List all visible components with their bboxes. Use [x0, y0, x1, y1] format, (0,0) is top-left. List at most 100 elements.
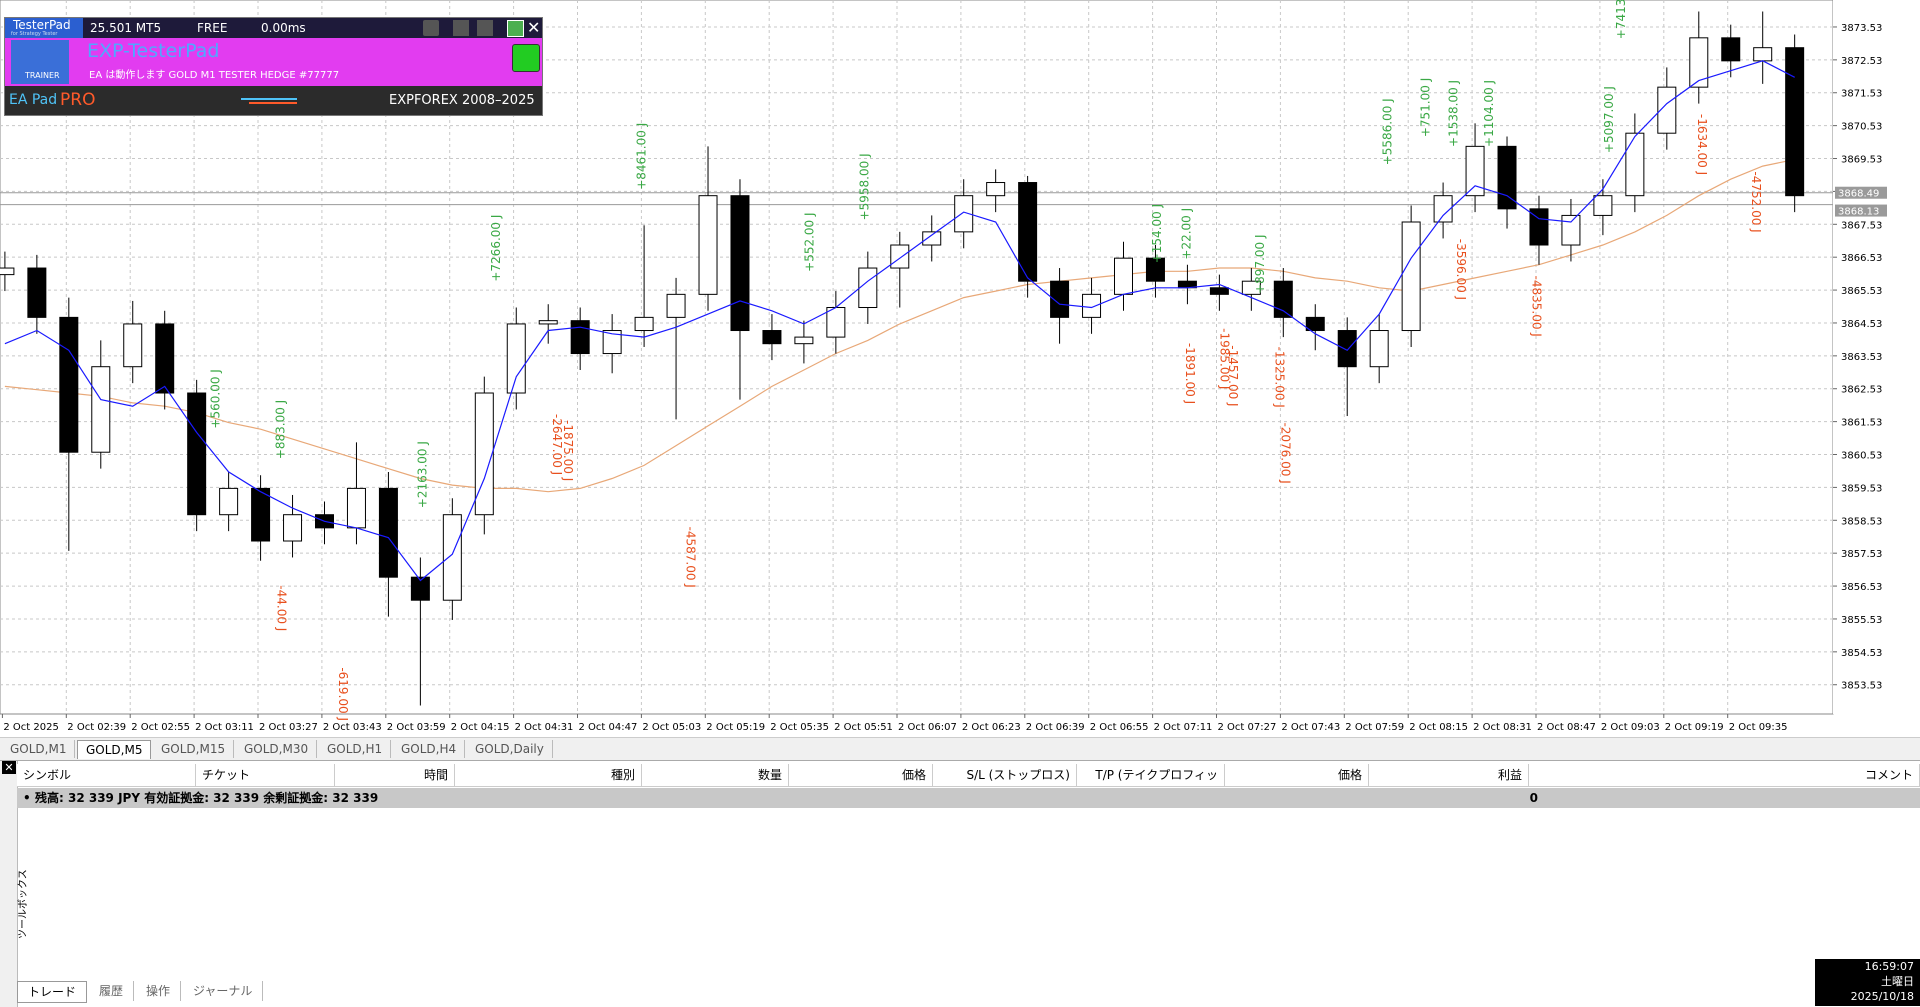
trade-label: -4752.00 J — [1749, 171, 1763, 232]
candle-body — [1082, 293, 1102, 318]
minimize-button[interactable] — [507, 20, 524, 37]
chart-tab[interactable]: GOLD,M5 — [77, 740, 152, 759]
x-tick-label: 2 Oct 05:03 — [642, 722, 701, 733]
trade-label: +883.00 J — [273, 400, 287, 459]
candle-body — [219, 487, 239, 516]
chart-tab[interactable]: GOLD,H1 — [319, 740, 392, 758]
balance: 残高: 32 339 JPY 有効証拠金: 32 339 余剰証拠金: 32 3… — [35, 791, 379, 805]
x-tick-label: 2 Oct 07:59 — [1345, 722, 1404, 733]
price-axis — [1833, 0, 1920, 714]
trade-label: -2076.00 J — [1279, 422, 1293, 483]
candle-body — [442, 514, 462, 601]
close-button[interactable]: ✕ — [527, 18, 541, 37]
chart-tab[interactable]: GOLD,H4 — [393, 740, 466, 758]
candle-body — [1529, 208, 1549, 246]
logo-icon — [11, 40, 69, 84]
candle-body — [1050, 280, 1070, 318]
candle-body — [1369, 330, 1389, 368]
candle-body — [123, 323, 143, 368]
tester-pad: TesterPad for Strategy Tester 25.501 MT5… — [4, 17, 543, 116]
toolbox-tab[interactable]: ジャーナル — [183, 981, 264, 1001]
trade-label: -1891.00 J — [1183, 343, 1197, 404]
help-button[interactable] — [453, 20, 469, 36]
candle-body — [602, 330, 622, 355]
x-tick-label: 2 Oct 08:47 — [1537, 722, 1596, 733]
y-tick-label: 3861.53 — [1841, 418, 1882, 429]
candle-body — [1433, 195, 1453, 223]
trade-label: -1325.00 J — [1273, 347, 1287, 408]
column-header[interactable]: コメント — [1529, 764, 1920, 786]
candle-body — [730, 195, 750, 332]
trade-label: -1875.00 J — [561, 420, 575, 481]
x-tick-label: 2 Oct 02:55 — [131, 722, 190, 733]
candle-body — [1657, 86, 1677, 134]
column-header[interactable]: S/L (ストップロス) — [933, 764, 1077, 786]
deco-line — [241, 98, 297, 100]
y-tick-label: 3866.53 — [1841, 253, 1882, 264]
candle-body — [1114, 257, 1133, 295]
plot-frame — [0, 0, 1834, 715]
y-tick-label: 3862.53 — [1841, 385, 1882, 396]
y-tick-label: 3857.53 — [1841, 549, 1882, 560]
x-tick-label: 2 Oct 05:19 — [706, 722, 765, 733]
toolbox: ✕ ツールボックス シンボル チケット 時間 種別 数量 価格 S/L (ストップロス) T/… — [0, 760, 1920, 1007]
chart-tab[interactable]: GOLD,M30 — [236, 740, 318, 758]
candle-body — [1497, 145, 1517, 210]
profit: 0 — [1529, 791, 1538, 805]
deco-line — [249, 102, 297, 104]
column-header[interactable]: 価格 — [1225, 764, 1369, 786]
y-tick-label: 3865.53 — [1841, 286, 1882, 297]
x-tick-label: 2 Oct 07:43 — [1281, 722, 1340, 733]
column-header[interactable]: 利益 — [1369, 764, 1529, 786]
candle-body — [283, 514, 303, 542]
trade-label: +22.00 J — [1180, 208, 1194, 260]
settings-button[interactable] — [477, 20, 493, 36]
column-header[interactable]: 時間 — [335, 764, 455, 786]
x-tick-label: 2 Oct 03:59 — [387, 722, 446, 733]
copyright: EXPFOREX 2008–2025 — [389, 93, 535, 108]
chart-tab[interactable]: GOLD,M1 — [2, 740, 76, 758]
candle-body — [762, 330, 782, 345]
badge: TRAINER — [25, 71, 60, 80]
x-tick-label: 2 Oct 07:27 — [1218, 722, 1277, 733]
candle-body — [1593, 195, 1613, 216]
candle-body — [378, 487, 398, 578]
column-header[interactable]: シンボル — [17, 764, 196, 786]
chart-tab[interactable]: GOLD,Daily — [467, 740, 553, 758]
column-header[interactable]: T/P (テイクプロフィット) — [1077, 764, 1225, 804]
trade-label: +560.00 J — [209, 369, 223, 428]
trade-label: -1457.00 J — [1226, 345, 1240, 406]
toolbox-tab[interactable]: トレード — [17, 981, 88, 1003]
column-header[interactable]: 種別 — [455, 764, 642, 786]
chart-tabs: GOLD,M1 GOLD,M5 GOLD,M15 GOLD,M30 GOLD,H1 GOL… — [0, 737, 1920, 760]
column-header[interactable]: チケット — [196, 764, 335, 786]
y-tick-label: 3854.53 — [1841, 648, 1882, 659]
candle-body — [858, 267, 878, 309]
version: 25.501 MT5 — [90, 21, 162, 35]
y-tick-label: 3864.53 — [1841, 319, 1882, 330]
toolbox-title: ツールボックス — [18, 869, 29, 939]
candle-body — [1689, 37, 1709, 88]
chart-tab[interactable]: GOLD,M15 — [153, 740, 235, 758]
column-header[interactable]: 数量 — [642, 764, 789, 786]
x-tick-label: 2 Oct 02:39 — [67, 722, 126, 733]
candle-body — [91, 366, 111, 453]
column-header[interactable]: 価格 — [789, 764, 933, 786]
x-tick-label: 2 Oct 08:31 — [1473, 722, 1532, 733]
price-tag — [1835, 204, 1887, 217]
candle-body — [986, 182, 1006, 197]
candle-body — [826, 307, 846, 338]
y-tick-label: 3863.53 — [1841, 352, 1882, 363]
price-tag-label: 3868.13 — [1838, 207, 1879, 218]
info-button[interactable] — [423, 20, 439, 36]
pad-name: EXP-TesterPad — [87, 40, 220, 62]
y-tick-label: 3871.53 — [1841, 89, 1882, 100]
y-tick-label: 3872.53 — [1841, 56, 1882, 67]
clock-time: 16:59:07 — [1864, 960, 1914, 973]
candle-body — [922, 231, 942, 246]
toolbox-tab[interactable]: 操作 — [136, 981, 182, 1001]
toolbox-tab[interactable]: 履歴 — [89, 981, 135, 1001]
logo: TesterPad — [13, 18, 71, 32]
trade-label: +5958.00 J — [857, 153, 871, 220]
